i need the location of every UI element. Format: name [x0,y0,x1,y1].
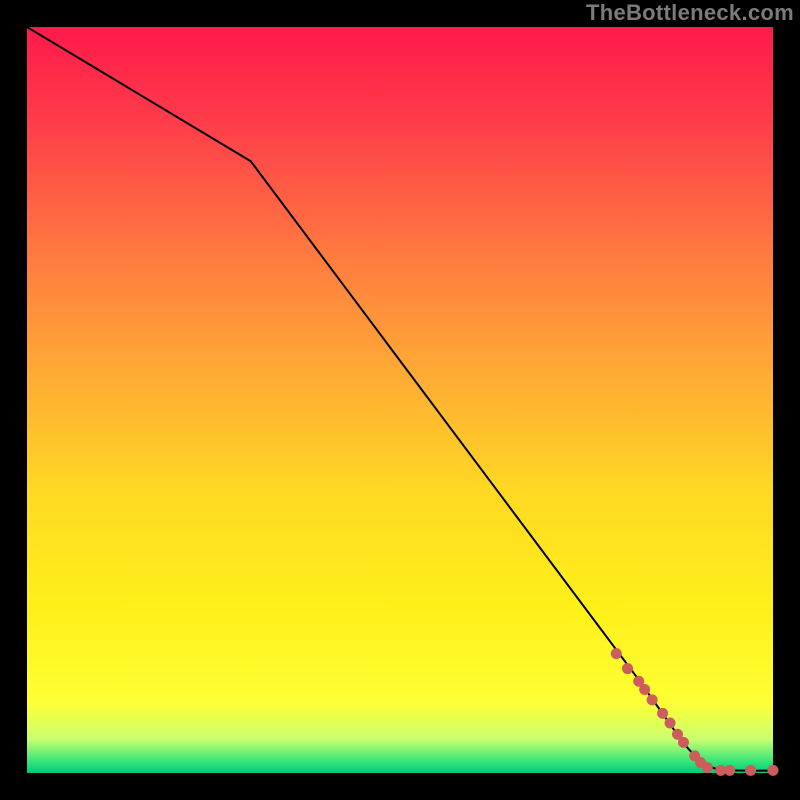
plot-background [27,27,773,773]
data-marker [658,708,668,718]
data-marker [678,737,688,747]
chart-svg [0,0,800,800]
data-marker [665,718,675,728]
data-marker [746,765,756,775]
data-marker [640,684,650,694]
chart-stage: TheBottleneck.com [0,0,800,800]
data-marker [768,765,778,775]
data-marker [647,695,657,705]
data-marker [611,649,621,659]
watermark-text: TheBottleneck.com [586,0,794,26]
data-marker [623,664,633,674]
data-marker [702,763,712,773]
data-marker [725,765,735,775]
